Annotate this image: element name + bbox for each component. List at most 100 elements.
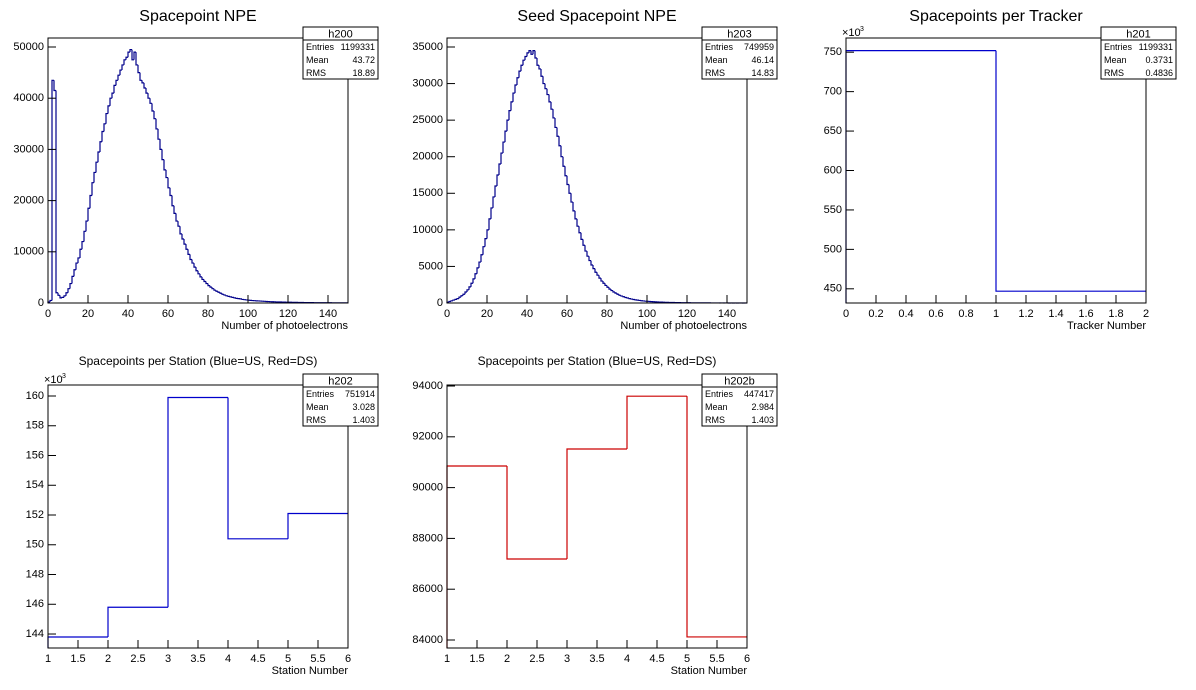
histogram-bin [534, 50, 537, 59]
histogram-bin [77, 257, 80, 264]
y-tick-label: 144 [26, 628, 44, 640]
histogram-bin [119, 69, 122, 76]
x-tick-label: 4 [225, 653, 231, 665]
histogram-bin [201, 276, 204, 281]
y-tick-label: 20000 [13, 195, 44, 207]
stats-label: Mean [705, 402, 728, 412]
histogram-bin [161, 149, 164, 161]
histogram-bin [57, 292, 60, 296]
histogram-bin [478, 261, 481, 268]
histogram-bin [626, 297, 629, 299]
histogram-bin [175, 213, 178, 222]
histogram-bin [496, 174, 499, 186]
histogram-bin [562, 156, 565, 167]
stats-value: 43.72 [352, 55, 375, 65]
histogram-bin [135, 52, 138, 66]
histogram-bin [113, 84, 116, 94]
histogram-bin [217, 291, 220, 293]
histogram-bin [498, 163, 501, 175]
histogram-bin [183, 239, 186, 245]
stats-label: RMS [306, 415, 326, 425]
histogram-bin [83, 230, 86, 242]
histogram-bin [512, 92, 515, 102]
histogram-bin [191, 259, 194, 264]
y-tick-label: 30000 [13, 143, 44, 155]
histogram-bin [169, 187, 172, 197]
histogram-bin [167, 396, 228, 608]
histogram-bin [103, 123, 106, 132]
histogram-bin [71, 275, 74, 284]
x-tick-label: 2.5 [529, 653, 544, 665]
histogram-bin [536, 57, 539, 66]
plot-frame [446, 37, 748, 304]
x-tick-label: 1 [45, 653, 51, 665]
histogram-bin [686, 396, 747, 638]
histogram-bin [69, 282, 72, 289]
stats-label: Mean [306, 402, 329, 412]
x-tick-label: 5.5 [709, 653, 724, 665]
histogram-bin [51, 79, 54, 301]
histogram-bin [602, 281, 605, 284]
histogram-bin [566, 448, 627, 559]
histogram-bin [590, 260, 593, 266]
histogram-bin [199, 273, 202, 278]
histogram-bin [454, 298, 457, 301]
histogram-bin [187, 249, 190, 255]
histogram-bin [548, 94, 551, 103]
x-tick-label: 120 [279, 308, 297, 320]
histogram-bin [63, 295, 66, 298]
histogram-bin [480, 254, 483, 263]
stats-value: 1.403 [751, 415, 774, 425]
histogram-bin [121, 64, 124, 71]
y-tick-label: 150 [26, 539, 44, 551]
histogram-bin [596, 272, 599, 276]
histogram-bin [556, 127, 559, 137]
histogram-bin [494, 185, 497, 197]
histogram-bin [570, 193, 573, 203]
histogram-bin [484, 238, 487, 247]
histogram-bin [131, 49, 134, 61]
x-axis-label: Tracker Number [1067, 320, 1146, 332]
histogram-bin [522, 59, 525, 66]
histogram-bin [49, 299, 52, 302]
x-tick-label: 5 [684, 653, 690, 665]
histogram-bin [580, 232, 583, 240]
x-tick-label: 1.6 [1078, 308, 1093, 320]
histogram-bin [145, 87, 148, 94]
y-tick-label: 10000 [412, 224, 443, 236]
y-tick-label: 650 [824, 125, 842, 137]
histogram-bin [528, 50, 531, 53]
x-tick-label: 5.5 [310, 653, 325, 665]
histogram-bin [448, 300, 451, 303]
y-multiplier-exponent: 3 [860, 26, 864, 33]
histogram-bin [508, 110, 511, 121]
histogram-bin [73, 269, 76, 277]
x-tick-label: 100 [239, 308, 257, 320]
histogram-bin [578, 226, 581, 234]
stats-value: 3.028 [352, 402, 375, 412]
stats-value: 0.3731 [1145, 55, 1173, 65]
histogram-bin [490, 207, 493, 219]
histogram-bin [155, 118, 158, 130]
histogram-bin [464, 291, 467, 295]
histogram-bin [93, 171, 96, 183]
y-multiplier-exponent: 3 [62, 373, 66, 380]
x-tick-label: 1 [444, 653, 450, 665]
y-tick-label: 0 [38, 297, 44, 309]
y-tick-label: 86000 [412, 583, 443, 595]
y-tick-label: 94000 [412, 380, 443, 392]
histogram-bin [564, 166, 567, 177]
histogram-bin [133, 51, 136, 60]
histogram-bin [576, 218, 579, 227]
x-tick-label: 2 [504, 653, 510, 665]
x-tick-label: 3 [564, 653, 570, 665]
y-tick-label: 20000 [412, 151, 443, 163]
histogram-bin [203, 279, 206, 283]
x-tick-label: 0.4 [898, 308, 913, 320]
x-tick-label: 2 [1143, 308, 1149, 320]
histogram-bin [173, 205, 176, 215]
x-tick-label: 1.5 [70, 653, 85, 665]
histogram-bin [598, 275, 601, 279]
x-tick-label: 4.5 [250, 653, 265, 665]
y-tick-label: 88000 [412, 532, 443, 544]
